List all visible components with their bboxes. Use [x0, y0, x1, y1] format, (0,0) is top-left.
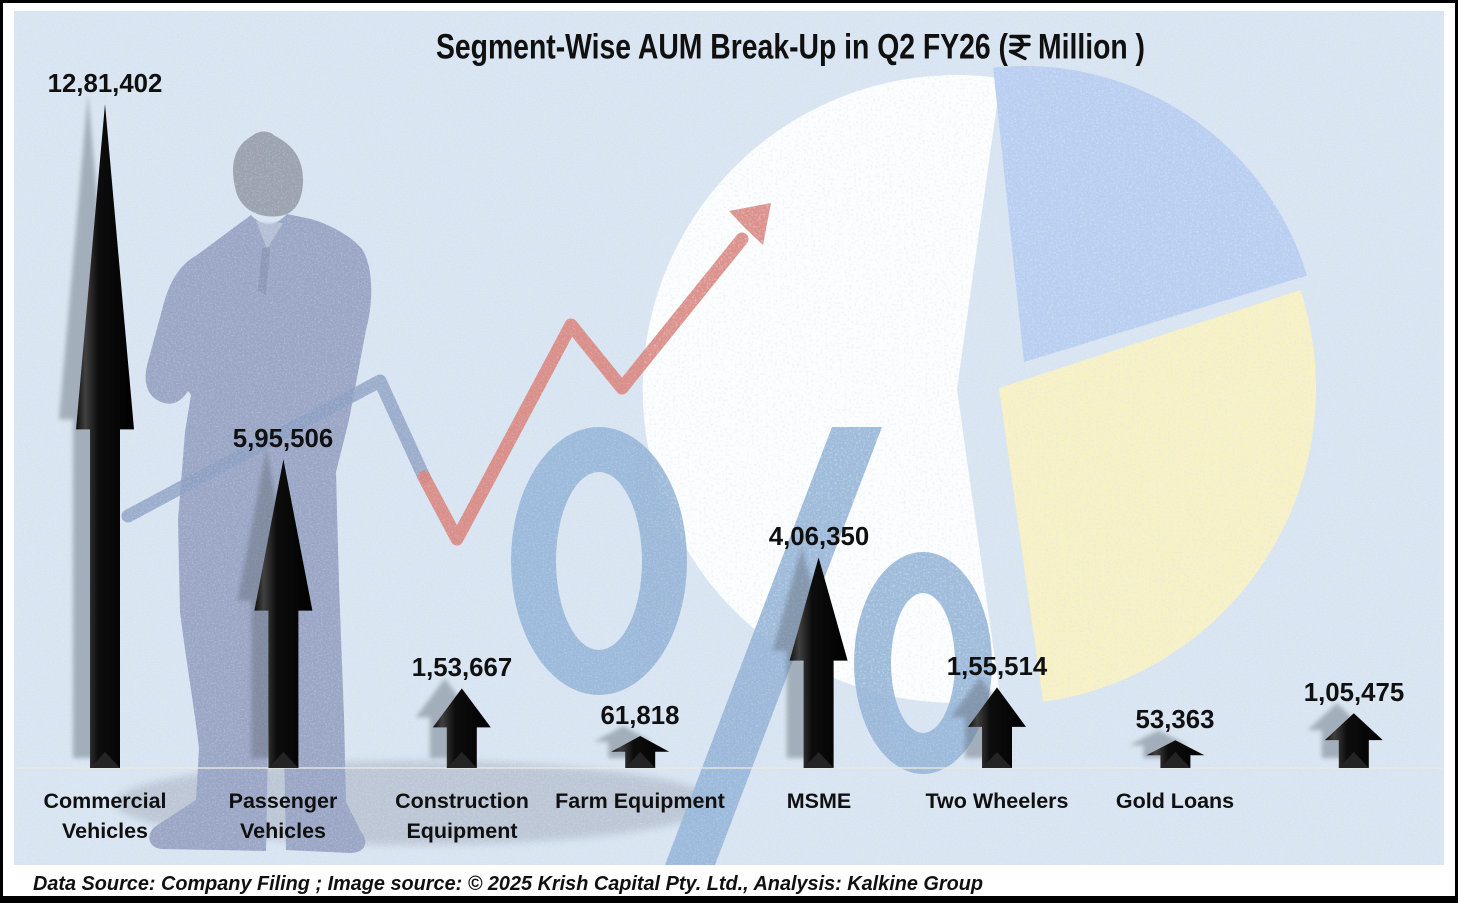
svg-text:61,818: 61,818	[601, 702, 680, 730]
svg-text:Data Source: Company Filing ;: Data Source: Company Filing ; Image sour…	[33, 873, 983, 895]
svg-text:Vehicles: Vehicles	[62, 819, 148, 843]
svg-text:Segment-Wise AUM Break-Up in Q: Segment-Wise AUM Break-Up in Q2 FY26 (	[436, 28, 1008, 67]
svg-text:1,05,475: 1,05,475	[1304, 679, 1404, 707]
svg-text:Construction: Construction	[395, 789, 529, 813]
svg-text:Equipment: Equipment	[406, 819, 517, 843]
svg-text:53,363: 53,363	[1136, 706, 1215, 734]
svg-text:4,06,350: 4,06,350	[769, 523, 869, 551]
svg-text:Gold Loans: Gold Loans	[1116, 789, 1234, 813]
svg-text:Passenger: Passenger	[229, 789, 338, 813]
svg-text:Farm Equipment: Farm Equipment	[555, 789, 725, 813]
svg-text:1,53,667: 1,53,667	[412, 654, 512, 682]
svg-text:Million ): Million )	[1038, 28, 1145, 67]
svg-text:Commercial: Commercial	[43, 789, 166, 813]
svg-text:12,81,402: 12,81,402	[48, 70, 163, 98]
svg-text:Two Wheelers: Two Wheelers	[926, 789, 1069, 813]
svg-text:MSME: MSME	[787, 789, 852, 813]
svg-text:Vehicles: Vehicles	[240, 819, 326, 843]
svg-text:1,55,514: 1,55,514	[947, 653, 1048, 681]
svg-text:5,95,506: 5,95,506	[233, 425, 333, 453]
